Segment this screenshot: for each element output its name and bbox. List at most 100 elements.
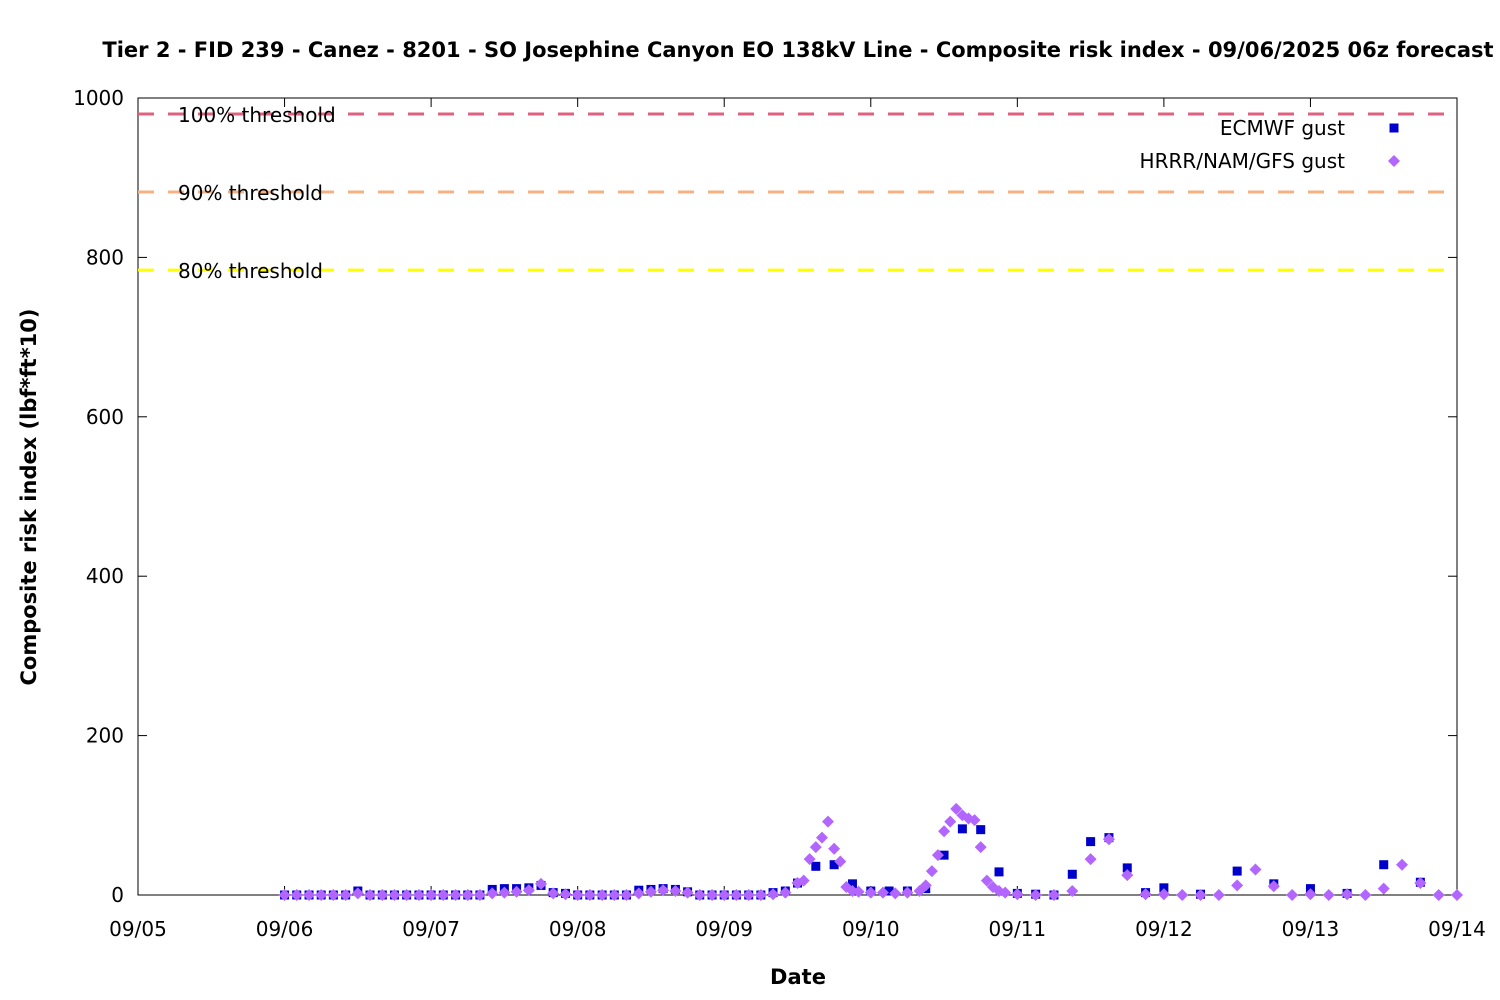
data-point [815, 831, 828, 844]
data-point [925, 865, 938, 878]
data-point [1341, 888, 1354, 901]
data-point [1231, 879, 1244, 892]
x-tick-label: 09/08 [549, 917, 607, 941]
data-point [994, 867, 1004, 877]
legend-marker [1388, 155, 1400, 167]
legend-marker [1389, 123, 1399, 133]
data-point [1267, 880, 1280, 893]
data-point [1232, 866, 1242, 876]
data-point [1067, 869, 1077, 879]
data-point [327, 889, 340, 901]
data-point [803, 853, 816, 866]
data-point [644, 885, 657, 898]
data-point [535, 877, 548, 890]
data-point [693, 889, 706, 901]
series-layer [278, 802, 1463, 901]
data-point [1029, 889, 1042, 901]
data-point [1286, 889, 1299, 901]
y-tick-label: 600 [86, 405, 124, 429]
x-axis-label: Date [770, 965, 826, 989]
x-tick-label: 09/10 [842, 917, 900, 941]
data-point [339, 889, 352, 901]
data-point [944, 815, 957, 828]
data-point [939, 850, 949, 860]
data-point [767, 888, 780, 901]
data-point [1194, 889, 1207, 901]
data-point [400, 889, 413, 901]
data-point [864, 886, 877, 899]
series-hrrr-nam-gfs-gust [278, 802, 1463, 901]
data-point [980, 874, 993, 887]
data-point [852, 885, 865, 898]
x-tick-label: 09/13 [1282, 917, 1340, 941]
threshold-label: 80% threshold [178, 259, 323, 283]
data-point [706, 889, 719, 901]
data-point [1212, 889, 1225, 901]
data-point [968, 814, 981, 827]
data-point [1377, 882, 1390, 895]
data-point [498, 886, 511, 899]
data-point [1249, 863, 1262, 876]
data-point [1414, 877, 1427, 890]
data-point [974, 841, 987, 854]
data-point [1359, 889, 1372, 901]
data-point [754, 889, 767, 901]
y-axis: 0 200 400 600 800 1000 [73, 86, 1457, 907]
data-point [363, 889, 376, 901]
data-point [1304, 888, 1317, 901]
data-point [522, 884, 535, 897]
x-tick-label: 09/11 [989, 917, 1047, 941]
data-point [412, 889, 425, 901]
data-point [1451, 889, 1463, 901]
data-point [278, 889, 291, 901]
y-tick-label: 0 [111, 883, 124, 907]
x-axis: 09/05 09/06 09/07 09/08 09/09 09/10 09/11 09/12… [109, 98, 1486, 941]
data-point [1122, 863, 1132, 873]
data-point [718, 889, 731, 901]
data-point [1086, 837, 1096, 847]
data-point [1159, 883, 1169, 893]
legend: ECMWF gust HRRR/NAM/GFS gust [1140, 116, 1400, 173]
data-point [583, 889, 596, 901]
data-point [657, 884, 670, 897]
data-point [811, 861, 821, 871]
data-point [486, 887, 499, 900]
data-point [1176, 889, 1189, 901]
threshold-label: 100% threshold [178, 103, 336, 127]
data-point [315, 889, 328, 901]
data-point [681, 886, 694, 899]
threshold-lines: 100% threshold 90% threshold 80% threshold [138, 103, 1445, 283]
data-point [351, 887, 364, 900]
data-point [931, 849, 944, 862]
data-point [388, 889, 401, 901]
y-tick-label: 400 [86, 564, 124, 588]
x-tick-label: 09/09 [695, 917, 753, 941]
y-tick-label: 200 [86, 724, 124, 748]
x-tick-label: 09/07 [402, 917, 460, 941]
data-point [1322, 889, 1335, 901]
x-tick-label: 09/12 [1135, 917, 1193, 941]
data-point [889, 887, 902, 900]
x-tick-label: 09/06 [256, 917, 314, 941]
data-point [449, 889, 462, 901]
data-point [1157, 888, 1170, 901]
data-point [950, 802, 963, 815]
data-point [473, 889, 486, 901]
data-point [608, 889, 621, 901]
data-point [303, 889, 316, 901]
chart-title: Tier 2 - FID 239 - Canez - 8201 - SO Jos… [102, 38, 1493, 62]
data-point [976, 825, 986, 835]
data-point [834, 855, 847, 868]
data-point [809, 841, 822, 854]
data-point [1396, 858, 1409, 871]
threshold-label: 90% threshold [178, 181, 323, 205]
legend-label: HRRR/NAM/GFS gust [1140, 149, 1346, 173]
data-point [510, 885, 523, 898]
data-point [437, 889, 450, 901]
data-point [1121, 869, 1134, 882]
data-point [559, 888, 572, 901]
data-point [1432, 889, 1445, 901]
data-point [1066, 885, 1079, 898]
data-point [669, 885, 682, 898]
data-point [1102, 833, 1115, 846]
